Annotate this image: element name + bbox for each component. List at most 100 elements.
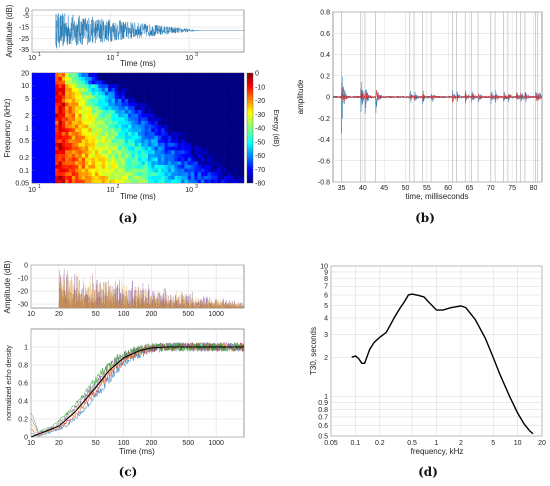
spectrogram-cell — [128, 168, 132, 173]
spectrogram-cell — [167, 109, 172, 114]
spectrogram-cell — [98, 153, 102, 158]
spectrogram-cell — [55, 157, 59, 162]
spectrogram-cell — [161, 98, 165, 103]
spectrogram-cell — [210, 98, 215, 103]
spectrogram-cell — [98, 95, 102, 99]
spectrogram-cell — [134, 120, 139, 125]
spectrogram-cell — [71, 124, 76, 129]
spectrogram-cell — [207, 164, 212, 169]
spectrogram-cell — [45, 146, 49, 151]
spectrogram-cell — [121, 84, 126, 88]
spectrogram-cell — [141, 95, 145, 99]
spectrogram-cell — [234, 76, 238, 81]
spectrogram-cell — [65, 84, 69, 88]
spectrogram-cell — [118, 76, 122, 81]
spectrogram-cell — [121, 106, 126, 110]
spectrogram-cell — [197, 179, 202, 183]
spectrogram-cell — [138, 131, 142, 136]
spectrogram-cell — [38, 175, 43, 180]
spectrogram-cell — [51, 172, 56, 176]
spectrogram-cell — [217, 80, 222, 85]
spectrogram-cell — [61, 168, 66, 173]
spectrogram-cell — [55, 142, 59, 147]
spectrogram-cell — [230, 91, 235, 96]
spectrogram-cell — [204, 150, 208, 154]
spectrogram-cell — [227, 84, 232, 88]
spectrogram-cell — [194, 161, 198, 165]
spectrogram-cell — [118, 80, 122, 85]
spectrogram-cell — [220, 131, 225, 136]
spectrogram-cell — [51, 150, 56, 154]
spectrogram-cell — [191, 157, 195, 162]
spectrogram-cell — [71, 168, 76, 173]
spectrogram-cell — [217, 106, 222, 110]
spectrogram-cell — [147, 157, 152, 162]
spectrogram-cell — [35, 153, 39, 158]
spectrogram-cell — [94, 142, 99, 147]
spectrogram-cell — [124, 157, 129, 162]
spectrogram-cell — [197, 102, 202, 107]
spectrogram-cell — [61, 179, 66, 183]
spectrogram-cell — [227, 175, 232, 180]
spectrogram-cell — [108, 117, 112, 121]
spectrogram-cell — [81, 128, 86, 132]
spectrogram-cell — [38, 102, 43, 107]
spectrogram-cell — [88, 95, 92, 99]
echo-density-series — [31, 342, 244, 437]
spectrogram-cell — [167, 161, 172, 165]
spectrogram-cell — [51, 179, 56, 183]
spectrogram-cell — [194, 113, 198, 118]
spectrogram-cell — [227, 139, 232, 143]
spectrogram-cell — [200, 76, 205, 81]
spectrogram-cell — [114, 120, 119, 125]
spectrogram-cell — [98, 84, 102, 88]
spectrogram-cell — [224, 95, 228, 99]
spectrogram-cell — [154, 113, 159, 118]
spectrogram-cell — [240, 106, 244, 110]
spectrogram-cell — [151, 142, 155, 147]
spectrogram-cell — [154, 175, 159, 180]
spectrogram-cell — [224, 102, 228, 107]
spectrogram-cell — [204, 98, 208, 103]
spectrogram-cell — [114, 95, 119, 99]
spectrogram-cell — [240, 172, 244, 176]
spectrogram-cell — [144, 150, 149, 154]
spectrogram-cell — [61, 98, 66, 103]
spectrogram-cell — [48, 98, 53, 103]
spectrogram-cell — [41, 135, 46, 140]
spectrogram-cell — [164, 95, 169, 99]
spectrogram-cell — [71, 153, 76, 158]
spectrogram-cell — [111, 80, 116, 85]
spectrogram-cell — [85, 135, 89, 140]
x-tick-label: 1000 — [208, 311, 224, 318]
panel-c-amplitude-ylabel: Amplitude (dB) — [3, 260, 12, 313]
spectrogram-cell — [200, 142, 205, 147]
spectrogram-cell — [131, 150, 135, 154]
spectrogram-cell — [35, 73, 39, 77]
spectrogram-cell — [194, 109, 198, 114]
spectrogram-cell — [237, 150, 241, 154]
spectrogram-cell — [210, 106, 215, 110]
spectrogram-cell — [118, 157, 122, 162]
spectrogram-cell — [111, 73, 116, 77]
spectrogram-cell — [204, 117, 208, 121]
spectrogram-cell — [111, 106, 116, 110]
spectrogram-cell — [164, 157, 169, 162]
spectrogram-cell — [197, 128, 202, 132]
spectrogram-cell — [104, 102, 109, 107]
spectrogram-cell — [71, 157, 76, 162]
spectrogram-cell — [71, 161, 76, 165]
spectrogram-cell — [227, 164, 232, 169]
spectrogram-cell — [111, 131, 116, 136]
spectrogram-cell — [124, 87, 129, 92]
spectrogram-cell — [85, 120, 89, 125]
spectrogram-cell — [164, 120, 169, 125]
spectrogram-cell — [171, 120, 175, 125]
spectrogram-cell — [71, 117, 76, 121]
spectrogram-cell — [94, 120, 99, 125]
spectrogram-cell — [108, 124, 112, 129]
spectrogram-cell — [197, 153, 202, 158]
spectrogram-cell — [154, 131, 159, 136]
spectrogram-cell — [147, 80, 152, 85]
spectrogram-cell — [38, 131, 43, 136]
